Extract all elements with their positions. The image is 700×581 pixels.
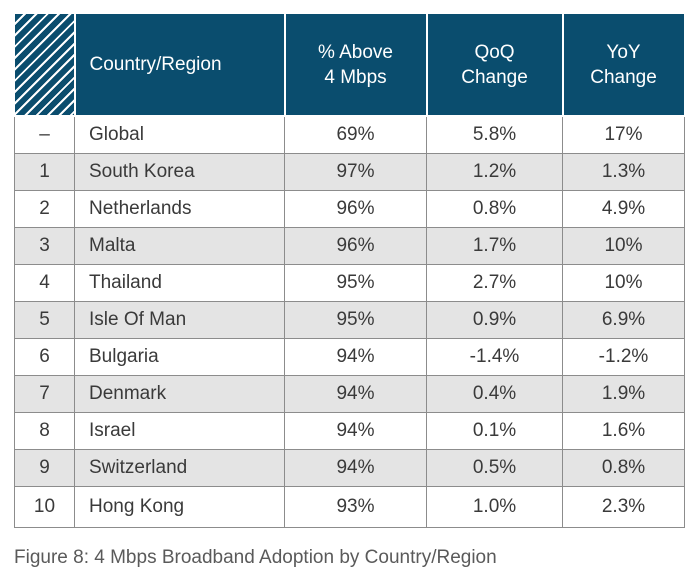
- yoy-cell: 17%: [562, 115, 685, 154]
- rank-cell: –: [14, 115, 75, 154]
- percent-above-4mbps-header: % Above 4 Mbps: [283, 12, 428, 117]
- qoq-cell: 1.7%: [426, 227, 563, 265]
- table-row: 8 Israel 94% 0.1% 1.6%: [14, 412, 685, 450]
- percent-above-cell: 94%: [284, 375, 427, 413]
- country-cell: Israel: [74, 412, 285, 450]
- rank-cell: 6: [14, 338, 75, 376]
- country-region-header: Country/Region: [73, 12, 286, 117]
- qoq-header-line2: Change: [461, 66, 528, 88]
- table-row: – Global 69% 5.8% 17%: [14, 115, 685, 154]
- table-row: 1 South Korea 97% 1.2% 1.3%: [14, 153, 685, 191]
- yoy-cell: 1.3%: [562, 153, 685, 191]
- yoy-cell: 10%: [562, 227, 685, 265]
- country-cell: South Korea: [74, 153, 285, 191]
- country-cell: Global: [74, 115, 285, 154]
- table-row: 5 Isle Of Man 95% 0.9% 6.9%: [14, 301, 685, 339]
- country-cell: Hong Kong: [74, 486, 285, 528]
- table-row: 10 Hong Kong 93% 1.0% 2.3%: [14, 486, 685, 528]
- table-row: 4 Thailand 95% 2.7% 10%: [14, 264, 685, 302]
- percent-above-cell: 96%: [284, 227, 427, 265]
- qoq-cell: 2.7%: [426, 264, 563, 302]
- percent-above-cell: 97%: [284, 153, 427, 191]
- qoq-cell: 0.1%: [426, 412, 563, 450]
- table-row: 6 Bulgaria 94% -1.4% -1.2%: [14, 338, 685, 376]
- yoy-header-line2: Change: [590, 66, 657, 88]
- percent-above-cell: 94%: [284, 449, 427, 487]
- rank-cell: 3: [14, 227, 75, 265]
- header-row: Country/Region % Above 4 Mbps QoQ Change…: [14, 12, 686, 117]
- qoq-cell: 0.5%: [426, 449, 563, 487]
- yoy-header-line1: YoY: [606, 41, 641, 63]
- country-cell: Isle Of Man: [74, 301, 285, 339]
- percent-above-header-line1: % Above: [318, 41, 393, 63]
- rank-cell: 2: [14, 190, 75, 228]
- qoq-cell: 0.8%: [426, 190, 563, 228]
- percent-above-cell: 93%: [284, 486, 427, 528]
- country-cell: Thailand: [74, 264, 285, 302]
- qoq-cell: 5.8%: [426, 115, 563, 154]
- rank-cell: 9: [14, 449, 75, 487]
- yoy-change-header: YoY Change: [561, 12, 686, 117]
- qoq-cell: -1.4%: [426, 338, 563, 376]
- table-body: – Global 69% 5.8% 17% 1 South Korea 97% …: [14, 115, 685, 528]
- broadband-adoption-table: Country/Region % Above 4 Mbps QoQ Change…: [14, 12, 686, 528]
- broadband-adoption-table-wrapper: Country/Region % Above 4 Mbps QoQ Change…: [14, 12, 686, 528]
- qoq-cell: 0.4%: [426, 375, 563, 413]
- qoq-cell: 1.0%: [426, 486, 563, 528]
- qoq-header-line1: QoQ: [474, 41, 515, 63]
- percent-above-header-line2: 4 Mbps: [324, 66, 387, 88]
- rank-cell: 10: [14, 486, 75, 528]
- rank-cell: 5: [14, 301, 75, 339]
- rank-cell: 1: [14, 153, 75, 191]
- table-row: 7 Denmark 94% 0.4% 1.9%: [14, 375, 685, 413]
- rank-cell: 7: [14, 375, 75, 413]
- percent-above-cell: 69%: [284, 115, 427, 154]
- country-cell: Malta: [74, 227, 285, 265]
- country-cell: Bulgaria: [74, 338, 285, 376]
- rank-cell: 8: [14, 412, 75, 450]
- qoq-cell: 0.9%: [426, 301, 563, 339]
- table-header: Country/Region % Above 4 Mbps QoQ Change…: [14, 12, 686, 117]
- percent-above-cell: 94%: [284, 338, 427, 376]
- percent-above-cell: 95%: [284, 301, 427, 339]
- qoq-cell: 1.2%: [426, 153, 563, 191]
- qoq-change-header: QoQ Change: [425, 12, 564, 117]
- yoy-cell: 4.9%: [562, 190, 685, 228]
- yoy-cell: 1.6%: [562, 412, 685, 450]
- rank-header-hatched-cell: [14, 12, 76, 117]
- table-row: 9 Switzerland 94% 0.5% 0.8%: [14, 449, 685, 487]
- yoy-cell: 1.9%: [562, 375, 685, 413]
- country-cell: Denmark: [74, 375, 285, 413]
- yoy-cell: -1.2%: [562, 338, 685, 376]
- rank-cell: 4: [14, 264, 75, 302]
- country-cell: Switzerland: [74, 449, 285, 487]
- percent-above-cell: 94%: [284, 412, 427, 450]
- percent-above-cell: 96%: [284, 190, 427, 228]
- yoy-cell: 2.3%: [562, 486, 685, 528]
- country-cell: Netherlands: [74, 190, 285, 228]
- table-row: 2 Netherlands 96% 0.8% 4.9%: [14, 190, 685, 228]
- table-row: 3 Malta 96% 1.7% 10%: [14, 227, 685, 265]
- percent-above-cell: 95%: [284, 264, 427, 302]
- yoy-cell: 10%: [562, 264, 685, 302]
- figure-caption: Figure 8: 4 Mbps Broadband Adoption by C…: [14, 547, 497, 568]
- yoy-cell: 6.9%: [562, 301, 685, 339]
- yoy-cell: 0.8%: [562, 449, 685, 487]
